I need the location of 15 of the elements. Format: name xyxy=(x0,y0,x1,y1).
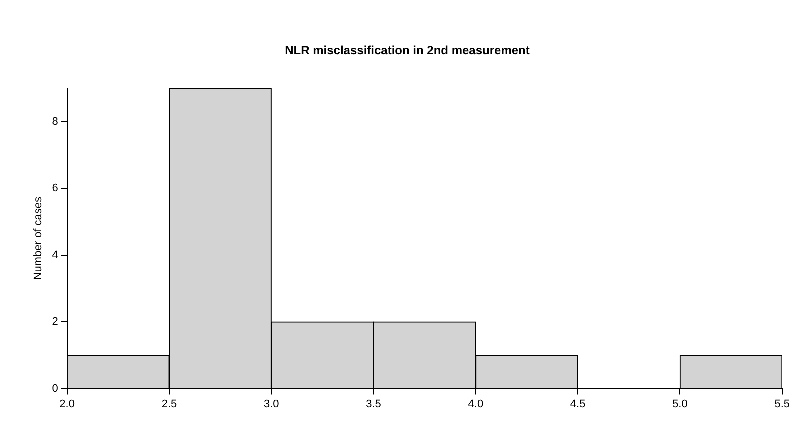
x-tick-label: 3.0 xyxy=(264,398,280,410)
y-tick-label: 0 xyxy=(52,382,58,395)
y-tick-label: 2 xyxy=(52,316,58,328)
y-tick-label: 6 xyxy=(52,182,58,195)
chart-title: NLR misclassification in 2nd measurement xyxy=(285,44,530,58)
x-tick-label: 5.5 xyxy=(774,398,790,410)
x-tick-label: 4.5 xyxy=(570,398,586,410)
x-tick-label: 4.0 xyxy=(468,398,484,410)
y-tick-label: 4 xyxy=(52,249,58,262)
x-tick-label: 2.0 xyxy=(60,398,75,410)
x-tick-label: 5.0 xyxy=(672,398,688,410)
y-tick-label: 8 xyxy=(52,116,58,128)
x-tick-label: 3.5 xyxy=(366,398,382,410)
x-tick-label: 2.5 xyxy=(162,398,178,410)
y-axis-title: Number of cases xyxy=(32,196,45,280)
